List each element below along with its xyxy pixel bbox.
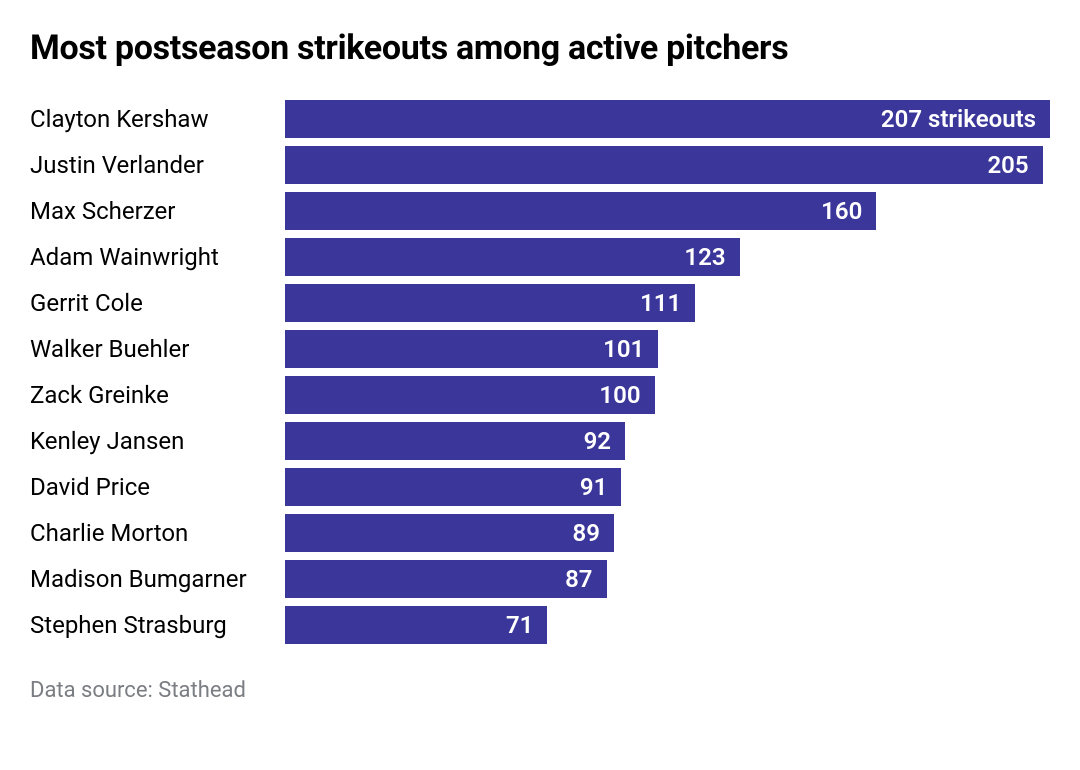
bar-row: Gerrit Cole 111	[30, 280, 1050, 326]
bar-row: Kenley Jansen 92	[30, 418, 1050, 464]
chart-body: Clayton Kershaw 207 strikeouts Justin Verl…	[30, 96, 1050, 648]
bar-row: Adam Wainwright 123	[30, 234, 1050, 280]
bar-track: 89	[285, 514, 1050, 552]
bar-label: Walker Buehler	[30, 335, 285, 363]
bar-label: Clayton Kershaw	[30, 105, 285, 133]
bar-label: Stephen Strasburg	[30, 611, 285, 639]
bar-label: Zack Greinke	[30, 381, 285, 409]
bar-value: 87	[565, 565, 592, 593]
bar-value: 205	[987, 151, 1028, 179]
chart-title: Most postseason strikeouts among active …	[30, 28, 1050, 68]
bar-fill: 205	[285, 146, 1043, 184]
bar-track: 91	[285, 468, 1050, 506]
bar-value: 71	[506, 611, 533, 639]
bar-track: 205	[285, 146, 1050, 184]
bar-row: Madison Bumgarner 87	[30, 556, 1050, 602]
bar-fill: 71	[285, 606, 547, 644]
bar-label: Charlie Morton	[30, 519, 285, 547]
bar-label: Kenley Jansen	[30, 427, 285, 455]
bar-value: 91	[580, 473, 607, 501]
bar-track: 111	[285, 284, 1050, 322]
bar-row: Stephen Strasburg 71	[30, 602, 1050, 648]
bar-track: 207 strikeouts	[285, 100, 1050, 138]
bar-row: Zack Greinke 100	[30, 372, 1050, 418]
bar-fill: 101	[285, 330, 658, 368]
bar-label: Gerrit Cole	[30, 289, 285, 317]
bar-label: Madison Bumgarner	[30, 565, 285, 593]
bar-fill: 87	[285, 560, 607, 598]
bar-row: Justin Verlander 205	[30, 142, 1050, 188]
bar-value: 111	[640, 289, 681, 317]
bar-label: David Price	[30, 473, 285, 501]
bar-row: David Price 91	[30, 464, 1050, 510]
bar-fill: 123	[285, 238, 740, 276]
bar-row: Clayton Kershaw 207 strikeouts	[30, 96, 1050, 142]
bar-fill: 92	[285, 422, 625, 460]
bar-label: Justin Verlander	[30, 151, 285, 179]
bar-value: 123	[684, 243, 725, 271]
bar-fill: 207 strikeouts	[285, 100, 1050, 138]
bar-fill: 160	[285, 192, 876, 230]
bar-track: 87	[285, 560, 1050, 598]
bar-track: 100	[285, 376, 1050, 414]
bar-fill: 111	[285, 284, 695, 322]
bar-row: Walker Buehler 101	[30, 326, 1050, 372]
bar-track: 101	[285, 330, 1050, 368]
bar-fill: 100	[285, 376, 655, 414]
chart-footer: Data source: Stathead	[30, 678, 1050, 703]
bar-track: 71	[285, 606, 1050, 644]
bar-fill: 89	[285, 514, 614, 552]
bar-track: 123	[285, 238, 1050, 276]
bar-track: 160	[285, 192, 1050, 230]
chart-container: Most postseason strikeouts among active …	[0, 0, 1080, 723]
bar-value: 92	[584, 427, 611, 455]
bar-value: 101	[603, 335, 644, 363]
bar-label: Adam Wainwright	[30, 243, 285, 271]
bar-row: Max Scherzer 160	[30, 188, 1050, 234]
bar-value: 100	[599, 381, 640, 409]
bar-row: Charlie Morton 89	[30, 510, 1050, 556]
bar-label: Max Scherzer	[30, 197, 285, 225]
bar-fill: 91	[285, 468, 621, 506]
bar-track: 92	[285, 422, 1050, 460]
bar-value: 207 strikeouts	[881, 105, 1036, 133]
bar-value: 160	[821, 197, 862, 225]
bar-value: 89	[572, 519, 599, 547]
